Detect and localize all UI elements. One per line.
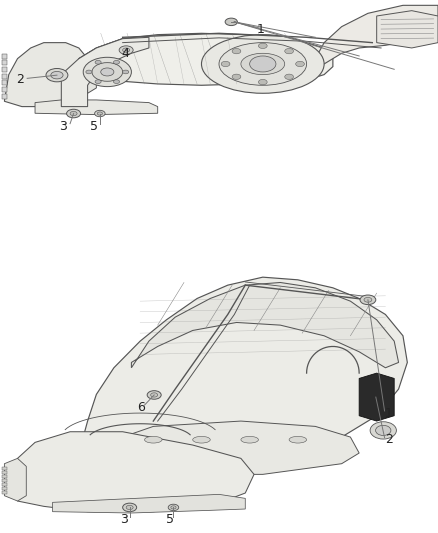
Circle shape bbox=[46, 68, 68, 82]
Circle shape bbox=[221, 61, 230, 67]
Text: 3: 3 bbox=[120, 513, 127, 526]
Bar bbox=[2, 60, 7, 66]
Ellipse shape bbox=[201, 35, 324, 93]
Circle shape bbox=[123, 70, 129, 74]
Circle shape bbox=[67, 109, 81, 118]
Text: 3: 3 bbox=[60, 119, 67, 133]
Polygon shape bbox=[53, 495, 245, 513]
Bar bbox=[2, 487, 7, 490]
Text: 5: 5 bbox=[166, 513, 174, 526]
Ellipse shape bbox=[241, 53, 285, 75]
Polygon shape bbox=[131, 282, 399, 368]
Text: 6: 6 bbox=[137, 401, 145, 414]
Ellipse shape bbox=[370, 422, 396, 439]
Polygon shape bbox=[359, 373, 394, 421]
Circle shape bbox=[113, 60, 120, 64]
Bar bbox=[2, 80, 7, 85]
Ellipse shape bbox=[289, 437, 307, 443]
Ellipse shape bbox=[219, 43, 307, 85]
Circle shape bbox=[296, 61, 304, 67]
Bar bbox=[2, 467, 7, 471]
Text: 1: 1 bbox=[257, 23, 265, 36]
Circle shape bbox=[95, 80, 101, 84]
Text: 1: 1 bbox=[385, 407, 393, 419]
Circle shape bbox=[250, 56, 276, 72]
Polygon shape bbox=[61, 37, 149, 107]
Circle shape bbox=[258, 43, 267, 49]
Bar bbox=[2, 87, 7, 92]
Polygon shape bbox=[79, 33, 333, 85]
Circle shape bbox=[86, 70, 92, 74]
Circle shape bbox=[95, 110, 105, 117]
Polygon shape bbox=[79, 39, 131, 93]
Bar bbox=[2, 483, 7, 486]
Ellipse shape bbox=[375, 425, 391, 435]
Circle shape bbox=[123, 503, 137, 512]
Text: 2: 2 bbox=[16, 74, 24, 86]
Text: 2: 2 bbox=[385, 433, 393, 446]
Circle shape bbox=[360, 295, 376, 305]
Bar bbox=[2, 491, 7, 495]
Text: 4: 4 bbox=[121, 47, 129, 60]
Circle shape bbox=[232, 49, 241, 54]
Circle shape bbox=[151, 393, 158, 397]
Circle shape bbox=[97, 112, 102, 115]
Circle shape bbox=[126, 505, 133, 510]
Circle shape bbox=[258, 79, 267, 85]
Circle shape bbox=[119, 46, 133, 54]
Ellipse shape bbox=[193, 437, 210, 443]
Polygon shape bbox=[4, 458, 26, 501]
Circle shape bbox=[285, 74, 293, 79]
Circle shape bbox=[147, 391, 161, 399]
Circle shape bbox=[285, 49, 293, 54]
Bar bbox=[2, 480, 7, 482]
Circle shape bbox=[101, 68, 114, 76]
Circle shape bbox=[70, 111, 77, 116]
Polygon shape bbox=[123, 421, 359, 474]
Polygon shape bbox=[79, 277, 407, 466]
Circle shape bbox=[232, 74, 241, 79]
Polygon shape bbox=[35, 100, 158, 115]
Polygon shape bbox=[377, 11, 438, 48]
Circle shape bbox=[83, 58, 131, 87]
Circle shape bbox=[51, 71, 63, 79]
Circle shape bbox=[168, 504, 179, 511]
Circle shape bbox=[92, 63, 123, 82]
Circle shape bbox=[225, 18, 237, 26]
Polygon shape bbox=[315, 5, 438, 64]
Circle shape bbox=[113, 80, 120, 84]
Polygon shape bbox=[4, 43, 88, 107]
Text: 5: 5 bbox=[90, 119, 98, 133]
Circle shape bbox=[171, 506, 176, 509]
Circle shape bbox=[123, 48, 130, 52]
Bar bbox=[2, 94, 7, 99]
Circle shape bbox=[364, 297, 372, 302]
Ellipse shape bbox=[145, 437, 162, 443]
Bar bbox=[2, 74, 7, 78]
Circle shape bbox=[95, 60, 101, 64]
Bar bbox=[2, 67, 7, 72]
Polygon shape bbox=[18, 432, 254, 512]
Bar bbox=[2, 475, 7, 479]
Ellipse shape bbox=[241, 437, 258, 443]
Bar bbox=[2, 472, 7, 474]
Bar bbox=[2, 54, 7, 59]
